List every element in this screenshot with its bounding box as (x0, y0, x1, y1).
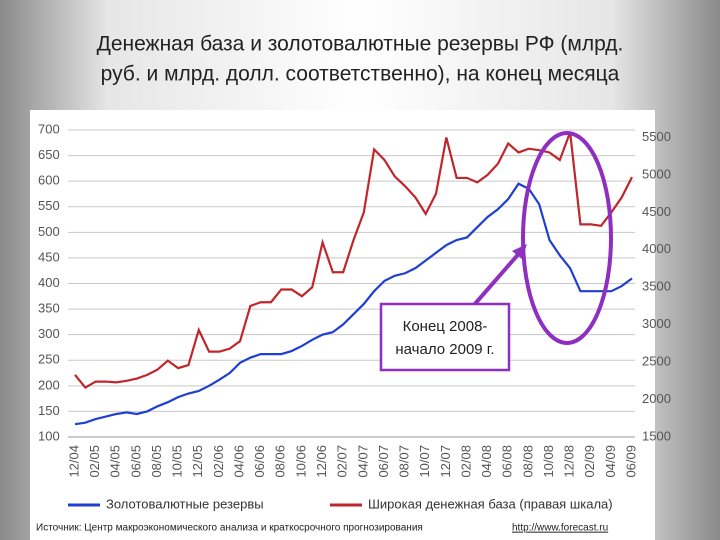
x-tick-label: 06/07 (376, 445, 391, 478)
x-tick-label: 08/07 (397, 445, 412, 478)
y2-tick-label: 1500 (642, 428, 671, 443)
x-tick-label: 02/09 (582, 445, 597, 478)
x-tick-label: 04/08 (479, 445, 494, 478)
y2-tick-label: 5000 (642, 166, 671, 181)
y2-tick-label: 4000 (642, 241, 671, 256)
x-tick-label: 02/07 (335, 445, 350, 478)
line-series (74, 182, 633, 426)
y-tick-label: 450 (38, 249, 60, 264)
chart-title: руб. и млрд. долл. соответственно), на к… (101, 63, 620, 86)
source-url[interactable]: http://www.forecast.ru (512, 523, 608, 534)
annotation: Конец 2008- (403, 318, 488, 335)
y-tick-label: 400 (38, 275, 60, 290)
x-tick-label: 12/06 (314, 445, 329, 478)
y2-tick-label: 2000 (642, 391, 671, 406)
x-tick-label: 08/08 (520, 445, 535, 478)
source: Источник: Центр макроэкономического анал… (36, 523, 423, 534)
legend-label: Золотовалютные резервы (106, 496, 264, 511)
x-tick-label: 10/08 (541, 445, 556, 478)
y-tick-label: 200 (38, 377, 60, 392)
legend-label: Широкая денежная база (правая шкала) (368, 496, 613, 511)
x-tick-label: 10/05 (170, 445, 185, 478)
x-tick-label: 10/07 (417, 445, 432, 478)
arrow (472, 248, 524, 307)
x-tick-label: 04/05 (108, 445, 123, 478)
y-tick-label: 100 (38, 428, 60, 443)
x-tick-label: 12/04 (66, 445, 81, 478)
x-tick-label: 02/05 (87, 445, 102, 478)
x-tick-label: 08/06 (273, 445, 288, 478)
y2-tick-label: 3000 (642, 316, 671, 331)
y-tick-label: 150 (38, 403, 60, 418)
y-tick-label: 600 (38, 173, 60, 188)
arrow-head (512, 244, 527, 259)
x-tick-label: 06/05 (128, 445, 143, 478)
y-tick-label: 500 (38, 224, 60, 239)
y-tick-label: 700 (38, 121, 60, 136)
x-tick-label: 12/08 (562, 445, 577, 478)
y-tick-label: 250 (38, 352, 60, 367)
x-tick-label: 12/07 (438, 445, 453, 478)
x-tick-label: 12/05 (190, 445, 205, 478)
y-tick-label: 350 (38, 301, 60, 316)
y2-tick-label: 3500 (642, 279, 671, 294)
y-tick-label: 550 (38, 198, 60, 213)
chart-title: Денежная база и золотовалютные резервы Р… (97, 33, 624, 56)
x-tick-label: 06/08 (500, 445, 515, 478)
x-tick-label: 02/06 (211, 445, 226, 478)
x-tick-label: 02/08 (458, 445, 473, 478)
y2-tick-label: 5500 (642, 129, 671, 144)
y-tick-label: 300 (38, 326, 60, 341)
plot: 100 150 200 250 300 350 400 450 500 550 600 650 700 1… (38, 121, 671, 511)
x-tick-label: 04/07 (355, 445, 370, 478)
annotation: начало 2009 г. (395, 341, 494, 358)
y2-tick-label: 2500 (642, 354, 671, 369)
y-tick-label: 650 (38, 147, 60, 162)
annotation-box (379, 302, 511, 372)
line-series (74, 131, 633, 390)
highlight-ellipse (521, 131, 613, 345)
x-tick-label: 08/05 (149, 445, 164, 478)
x-tick-label: 04/06 (231, 445, 246, 478)
x-tick-label: 10/06 (293, 445, 308, 478)
x-tick-label: 06/09 (623, 445, 638, 478)
y2-tick-label: 4500 (642, 204, 671, 219)
x-tick-label: 06/06 (252, 445, 267, 478)
x-tick-label: 04/09 (603, 445, 618, 478)
